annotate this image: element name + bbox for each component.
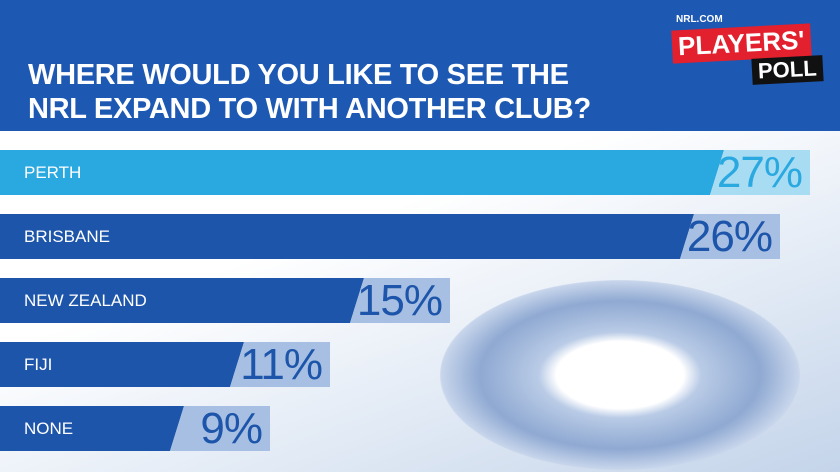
category-label: PERTH xyxy=(24,163,82,182)
value-label: 11% xyxy=(240,340,323,389)
brand-sub: POLL xyxy=(751,55,824,85)
value-label: 27% xyxy=(716,148,803,197)
value-label: 15% xyxy=(356,276,443,325)
value-box: 27% xyxy=(710,150,810,195)
value-box: 26% xyxy=(680,214,780,259)
category-label: FIJI xyxy=(24,355,53,374)
category-label: NONE xyxy=(24,419,74,438)
category-label: BRISBANE xyxy=(24,227,110,246)
category-label: NEW ZEALAND xyxy=(24,291,147,310)
header: WHERE WOULD YOU LIKE TO SEE THE NRL EXPA… xyxy=(0,0,840,131)
bar xyxy=(0,342,244,387)
brand-site: NRL.COM xyxy=(676,14,723,25)
chart-title: WHERE WOULD YOU LIKE TO SEE THE NRL EXPA… xyxy=(28,59,591,125)
value-label: 9% xyxy=(200,404,263,453)
bar xyxy=(0,150,724,195)
stadium-image xyxy=(440,280,800,470)
value-box: 11% xyxy=(230,342,330,387)
value-box: 9% xyxy=(170,406,270,451)
bar xyxy=(0,214,694,259)
value-label: 26% xyxy=(686,212,773,261)
bar xyxy=(0,406,184,451)
bar xyxy=(0,278,364,323)
value-box: 15% xyxy=(350,278,450,323)
